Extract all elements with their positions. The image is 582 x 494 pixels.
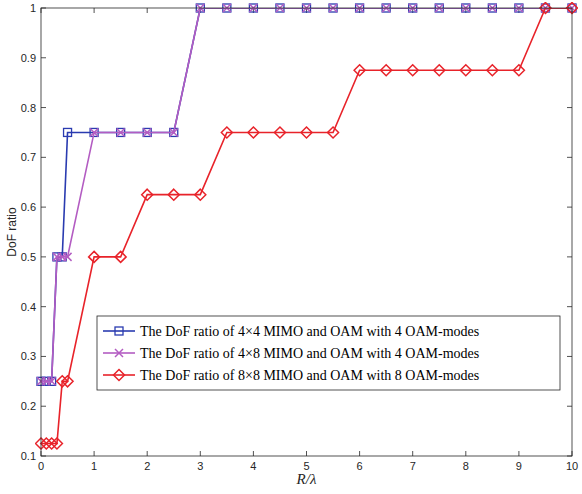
x-tick — [147, 451, 148, 456]
point-marker — [274, 127, 285, 138]
legend-line — [103, 374, 135, 376]
legend-label: The DoF ratio of 8×8 MIMO and OAM with 8… — [140, 368, 479, 383]
x-tick — [200, 451, 201, 456]
legend-label: The DoF ratio of 4×8 MIMO and OAM with 4… — [140, 346, 479, 361]
y-tick — [567, 356, 572, 357]
series-group — [36, 3, 578, 450]
y-tick — [41, 57, 46, 58]
plot-frame — [41, 8, 572, 456]
y-tick-label: 0.1 — [21, 450, 36, 462]
point-marker — [89, 251, 100, 262]
y-tick-label: 0.9 — [21, 52, 36, 64]
point-marker — [434, 65, 445, 76]
x-tick-label: 8 — [463, 460, 469, 472]
y-tick — [41, 107, 46, 108]
x-axis-label: R/λ — [296, 471, 317, 487]
point-marker — [328, 127, 339, 138]
point-marker — [142, 189, 153, 200]
x-tick — [306, 451, 307, 456]
y-tick — [41, 406, 46, 407]
plot-background — [41, 8, 572, 456]
x-tick — [412, 451, 413, 456]
legend-marker — [115, 327, 123, 335]
y-tick — [567, 57, 572, 58]
point-marker — [117, 128, 125, 136]
x-tick-label: 0 — [38, 460, 44, 472]
x-tick — [465, 451, 466, 456]
x-tick-label: 2 — [144, 460, 150, 472]
x-tick — [94, 8, 95, 13]
y-axis-label: DoF ratio — [5, 207, 19, 257]
x-tick — [359, 451, 360, 456]
point-marker — [90, 128, 98, 136]
point-marker — [460, 65, 471, 76]
y-tick — [41, 356, 46, 357]
point-marker — [48, 377, 56, 385]
y-tick — [41, 157, 46, 158]
point-marker — [51, 438, 62, 449]
y-tick-label: 1 — [30, 2, 36, 14]
y-tick-label: 0.2 — [21, 400, 36, 412]
x-tick-label: 6 — [357, 460, 363, 472]
y-tick — [567, 157, 572, 158]
y-tick-label: 0.3 — [21, 350, 36, 362]
y-tick — [567, 306, 572, 307]
y-tick-label: 0.8 — [21, 102, 36, 114]
x-tick — [147, 8, 148, 13]
y-tick — [567, 256, 572, 257]
legend-label: The DoF ratio of 4×4 MIMO and OAM with 4… — [140, 324, 479, 339]
y-tick — [567, 207, 572, 208]
point-marker — [64, 128, 72, 136]
point-marker — [381, 65, 392, 76]
legend-marker — [115, 349, 123, 357]
y-tick-label: 0.6 — [21, 201, 36, 213]
point-marker — [248, 127, 259, 138]
point-marker — [170, 128, 178, 136]
x-tick-label: 1 — [91, 460, 97, 472]
x-tick — [518, 451, 519, 456]
y-tick-label: 0.5 — [21, 251, 36, 263]
chart: 0123456789100.10.20.30.40.50.60.70.80.91… — [0, 0, 582, 494]
legend-line — [103, 330, 135, 332]
legend: The DoF ratio of 4×4 MIMO and OAM with 4… — [97, 316, 560, 390]
y-tick — [567, 406, 572, 407]
point-marker — [115, 251, 126, 262]
x-tick — [94, 451, 95, 456]
y-tick — [567, 107, 572, 108]
y-tick — [41, 256, 46, 257]
point-marker — [62, 376, 73, 387]
point-marker — [407, 65, 418, 76]
x-tick-label: 9 — [516, 460, 522, 472]
point-marker — [168, 189, 179, 200]
y-tick-label: 0.7 — [21, 151, 36, 163]
point-marker — [513, 65, 524, 76]
legend-box — [97, 316, 560, 390]
y-tick — [41, 306, 46, 307]
series-line — [41, 8, 572, 444]
point-marker — [354, 65, 365, 76]
legend-marker — [114, 370, 125, 381]
x-tick-label: 7 — [410, 460, 416, 472]
x-tick-label: 10 — [566, 460, 578, 472]
point-marker — [195, 189, 206, 200]
y-tick-label: 0.4 — [21, 301, 36, 313]
point-marker — [143, 128, 151, 136]
y-tick — [41, 207, 46, 208]
point-marker — [301, 127, 312, 138]
x-tick-label: 4 — [250, 460, 256, 472]
point-marker — [487, 65, 498, 76]
x-tick-label: 3 — [197, 460, 203, 472]
x-tick — [253, 451, 254, 456]
point-marker — [221, 127, 232, 138]
point-marker — [64, 253, 72, 261]
